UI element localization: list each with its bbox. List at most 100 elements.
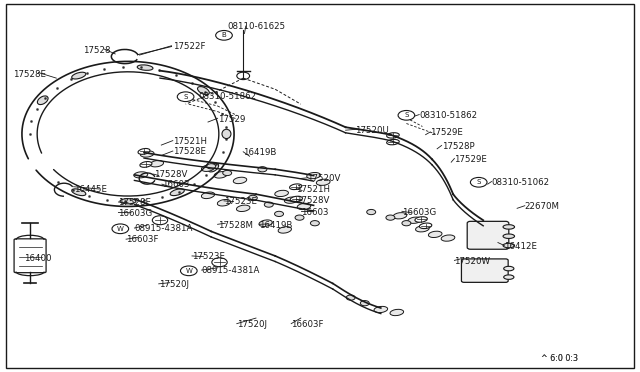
Text: 08110-61625: 08110-61625: [227, 22, 285, 31]
Ellipse shape: [259, 220, 272, 227]
Ellipse shape: [140, 151, 154, 157]
Text: S: S: [404, 112, 408, 118]
Ellipse shape: [390, 310, 404, 315]
Text: 17522F: 17522F: [173, 42, 205, 51]
Circle shape: [180, 266, 197, 276]
Ellipse shape: [316, 179, 330, 185]
Ellipse shape: [428, 231, 442, 237]
Text: 17521H: 17521H: [173, 137, 207, 146]
Ellipse shape: [198, 87, 209, 95]
Text: 17529E: 17529E: [430, 128, 463, 137]
Ellipse shape: [72, 189, 86, 196]
Ellipse shape: [503, 243, 515, 248]
Circle shape: [223, 170, 232, 176]
Circle shape: [258, 167, 267, 172]
Text: 16603F: 16603F: [291, 320, 324, 329]
Circle shape: [216, 31, 232, 40]
Circle shape: [177, 92, 194, 102]
Circle shape: [237, 72, 250, 80]
Text: 17529: 17529: [218, 115, 245, 124]
Text: ^ 6:0 0:3: ^ 6:0 0:3: [541, 355, 578, 363]
FancyBboxPatch shape: [14, 239, 46, 273]
Ellipse shape: [202, 192, 214, 199]
Ellipse shape: [72, 72, 86, 79]
Circle shape: [112, 224, 129, 234]
Text: 16400: 16400: [24, 254, 52, 263]
Text: 08915-4381A: 08915-4381A: [202, 266, 260, 275]
Text: 17528V: 17528V: [154, 170, 187, 179]
Text: 16603F: 16603F: [126, 235, 159, 244]
Ellipse shape: [120, 199, 136, 204]
Text: 17528M: 17528M: [218, 221, 253, 230]
Text: 16412E: 16412E: [504, 242, 538, 251]
Text: 16419B: 16419B: [259, 221, 292, 230]
Ellipse shape: [140, 161, 152, 167]
Circle shape: [152, 216, 168, 225]
Ellipse shape: [233, 177, 247, 184]
Text: 17528E: 17528E: [173, 147, 206, 156]
Text: 17528E: 17528E: [13, 70, 46, 79]
Text: 08310-51862: 08310-51862: [198, 92, 257, 101]
Ellipse shape: [504, 275, 514, 279]
Text: W: W: [117, 226, 124, 232]
Ellipse shape: [393, 213, 407, 219]
Text: 16603: 16603: [162, 180, 189, 189]
Circle shape: [295, 215, 304, 220]
Ellipse shape: [150, 160, 164, 167]
Ellipse shape: [137, 65, 153, 70]
Circle shape: [346, 295, 355, 300]
Text: 17521H: 17521H: [296, 185, 330, 194]
Circle shape: [207, 164, 216, 169]
Text: W: W: [186, 268, 192, 274]
Ellipse shape: [208, 163, 219, 172]
FancyBboxPatch shape: [467, 221, 509, 249]
Text: 17529E: 17529E: [454, 155, 487, 164]
Ellipse shape: [387, 140, 399, 145]
Ellipse shape: [307, 173, 321, 179]
Ellipse shape: [504, 266, 514, 271]
Text: 08310-51862: 08310-51862: [419, 111, 477, 120]
FancyBboxPatch shape: [461, 259, 508, 282]
Circle shape: [360, 301, 369, 306]
Text: 17520J: 17520J: [159, 280, 189, 289]
Ellipse shape: [37, 96, 48, 105]
Ellipse shape: [138, 148, 150, 154]
Circle shape: [275, 211, 284, 217]
Text: 17523E: 17523E: [224, 197, 257, 206]
Ellipse shape: [387, 133, 399, 138]
Ellipse shape: [236, 205, 250, 212]
Ellipse shape: [202, 165, 214, 171]
Ellipse shape: [214, 171, 227, 178]
Text: 17520V: 17520V: [307, 174, 340, 183]
Ellipse shape: [170, 189, 184, 196]
Circle shape: [212, 258, 227, 267]
Ellipse shape: [222, 129, 231, 139]
Circle shape: [386, 215, 395, 220]
Circle shape: [470, 177, 487, 187]
Text: 17528P: 17528P: [442, 142, 474, 151]
Text: 17520W: 17520W: [454, 257, 490, 266]
Circle shape: [310, 221, 319, 226]
Circle shape: [398, 110, 415, 120]
Ellipse shape: [374, 307, 388, 312]
Text: S: S: [477, 179, 481, 185]
Ellipse shape: [441, 235, 455, 241]
Ellipse shape: [419, 223, 432, 228]
Circle shape: [264, 202, 273, 207]
Ellipse shape: [218, 199, 230, 206]
Ellipse shape: [134, 172, 148, 178]
Text: 16603G: 16603G: [118, 209, 153, 218]
Ellipse shape: [290, 196, 303, 202]
Circle shape: [367, 209, 376, 215]
Text: 17523E: 17523E: [192, 252, 225, 261]
Ellipse shape: [503, 225, 515, 229]
Text: 16445E: 16445E: [74, 185, 107, 194]
Text: 17528V: 17528V: [296, 196, 330, 205]
Text: 08915-4381A: 08915-4381A: [134, 224, 193, 233]
Ellipse shape: [415, 217, 428, 222]
Ellipse shape: [503, 234, 515, 238]
Ellipse shape: [275, 190, 289, 196]
Ellipse shape: [284, 197, 298, 203]
Text: 17520U: 17520U: [355, 126, 389, 135]
Circle shape: [248, 195, 257, 201]
